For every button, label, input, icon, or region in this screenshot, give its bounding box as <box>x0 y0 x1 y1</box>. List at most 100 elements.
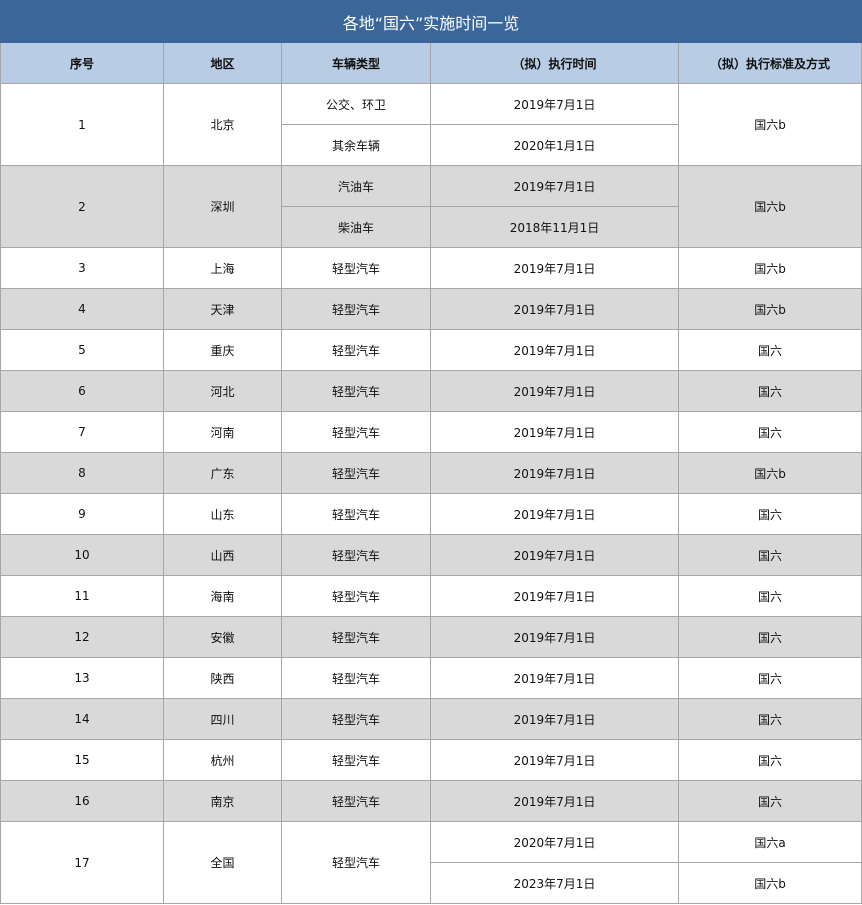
cell-region: 河北 <box>163 370 282 412</box>
cell-vehicle-type: 轻型汽车 <box>281 411 431 453</box>
cell-date: 2019年7月1日 <box>430 698 679 740</box>
cell-date: 2019年7月1日 <box>430 329 679 371</box>
table-row: 10 山西 轻型汽车 2019年7月1日 国六 <box>0 534 862 576</box>
cell-date: 2019年7月1日 <box>430 452 679 494</box>
cell-no: 17 <box>0 821 164 904</box>
cell-no: 13 <box>0 657 164 699</box>
cell-date: 2019年7月1日 <box>430 288 679 330</box>
cell-standard: 国六b <box>677 247 862 289</box>
cell-region: 天津 <box>163 288 282 330</box>
cell-date: 2019年7月1日 <box>430 370 679 412</box>
table-row: 13 陕西 轻型汽车 2019年7月1日 国六 <box>0 657 862 699</box>
cell-standard: 国六 <box>677 698 862 740</box>
cell-vehicle-type: 轻型汽车 <box>281 329 431 371</box>
cell-standard: 国六b <box>677 83 862 166</box>
cell-standard: 国六a <box>677 821 862 863</box>
table-title: 各地“国六”实施时间一览 <box>0 0 862 43</box>
cell-date: 2019年7月1日 <box>430 493 679 535</box>
cell-date: 2020年1月1日 <box>430 124 679 166</box>
cell-no: 3 <box>0 247 164 289</box>
cell-standard: 国六 <box>677 657 862 699</box>
cell-vehicle-type: 轻型汽车 <box>281 575 431 617</box>
cell-region: 山东 <box>163 493 282 535</box>
table-row: 7 河南 轻型汽车 2019年7月1日 国六 <box>0 411 862 453</box>
table-row: 9 山东 轻型汽车 2019年7月1日 国六 <box>0 493 862 535</box>
cell-date: 2019年7月1日 <box>430 575 679 617</box>
cell-no: 1 <box>0 83 164 166</box>
table-row: 3 上海 轻型汽车 2019年7月1日 国六b <box>0 247 862 289</box>
cell-standard: 国六 <box>677 411 862 453</box>
cell-no: 15 <box>0 739 164 781</box>
cell-vehicle-type: 其余车辆 <box>281 124 431 166</box>
cell-region: 全国 <box>163 821 282 904</box>
table-row: 2023年7月1日 国六b <box>1 862 862 904</box>
cell-no: 5 <box>0 329 164 371</box>
cell-vehicle-type: 轻型汽车 <box>281 698 431 740</box>
cell-region: 杭州 <box>163 739 282 781</box>
cell-region: 重庆 <box>163 329 282 371</box>
cell-date: 2019年7月1日 <box>430 780 679 822</box>
table-row: 6 河北 轻型汽车 2019年7月1日 国六 <box>0 370 862 412</box>
cell-no: 2 <box>0 165 164 248</box>
cell-date: 2019年7月1日 <box>430 247 679 289</box>
cell-date: 2019年7月1日 <box>430 616 679 658</box>
cell-date: 2019年7月1日 <box>430 411 679 453</box>
cell-region: 河南 <box>163 411 282 453</box>
cell-date: 2019年7月1日 <box>430 657 679 699</box>
cell-region: 山西 <box>163 534 282 576</box>
cell-region: 陕西 <box>163 657 282 699</box>
table-row: 其余车辆 2020年1月1日 <box>1 124 862 166</box>
cell-no: 7 <box>0 411 164 453</box>
cell-vehicle-type: 轻型汽车 <box>281 452 431 494</box>
cell-vehicle-type: 轻型汽车 <box>281 493 431 535</box>
cell-standard: 国六b <box>677 288 862 330</box>
header-vehicle-type: 车辆类型 <box>281 42 431 84</box>
cell-no: 8 <box>0 452 164 494</box>
table-row: 8 广东 轻型汽车 2019年7月1日 国六b <box>0 452 862 494</box>
cell-vehicle-type: 柴油车 <box>281 206 431 248</box>
table-row: 15 杭州 轻型汽车 2019年7月1日 国六 <box>0 739 862 781</box>
cell-standard: 国六 <box>677 616 862 658</box>
cell-region: 广东 <box>163 452 282 494</box>
cell-region: 海南 <box>163 575 282 617</box>
cell-date: 2023年7月1日 <box>430 862 679 904</box>
table-row: 14 四川 轻型汽车 2019年7月1日 国六 <box>0 698 862 740</box>
cell-vehicle-type: 轻型汽车 <box>281 657 431 699</box>
cell-region: 四川 <box>163 698 282 740</box>
cell-date: 2020年7月1日 <box>430 821 679 863</box>
cell-standard: 国六 <box>677 329 862 371</box>
cell-date: 2019年7月1日 <box>430 83 679 125</box>
cell-vehicle-type: 轻型汽车 <box>281 616 431 658</box>
cell-no: 16 <box>0 780 164 822</box>
cell-standard: 国六b <box>677 165 862 248</box>
cell-vehicle-type: 轻型汽车 <box>281 247 431 289</box>
header-region: 地区 <box>163 42 282 84</box>
table-row: 11 海南 轻型汽车 2019年7月1日 国六 <box>0 575 862 617</box>
cell-date: 2019年7月1日 <box>430 165 679 207</box>
table-row: 4 天津 轻型汽车 2019年7月1日 国六b <box>0 288 862 330</box>
cell-region: 安徽 <box>163 616 282 658</box>
cell-standard: 国六 <box>677 493 862 535</box>
table-row: 16 南京 轻型汽车 2019年7月1日 国六 <box>0 780 862 822</box>
cell-standard: 国六 <box>677 739 862 781</box>
cell-standard: 国六b <box>677 862 862 904</box>
table-row: 12 安徽 轻型汽车 2019年7月1日 国六 <box>0 616 862 658</box>
cell-region: 北京 <box>163 83 282 166</box>
cell-no: 11 <box>0 575 164 617</box>
cell-no: 4 <box>0 288 164 330</box>
cell-no: 10 <box>0 534 164 576</box>
cell-standard: 国六 <box>677 534 862 576</box>
table-body: 1 北京 公交、环卫 2019年7月1日 国六b 其余车辆 2020年1月1日 2 深圳 汽油车 2… <box>0 83 862 904</box>
cell-date: 2019年7月1日 <box>430 534 679 576</box>
table-row: 柴油车 2018年11月1日 <box>1 206 862 248</box>
cell-date: 2018年11月1日 <box>430 206 679 248</box>
cell-region: 深圳 <box>163 165 282 248</box>
cell-no: 9 <box>0 493 164 535</box>
cell-vehicle-type: 汽油车 <box>281 165 431 207</box>
cell-no: 6 <box>0 370 164 412</box>
cell-vehicle-type: 轻型汽车 <box>281 288 431 330</box>
cell-vehicle-type: 轻型汽车 <box>281 739 431 781</box>
cell-vehicle-type: 公交、环卫 <box>281 83 431 125</box>
cell-vehicle-type: 轻型汽车 <box>281 780 431 822</box>
